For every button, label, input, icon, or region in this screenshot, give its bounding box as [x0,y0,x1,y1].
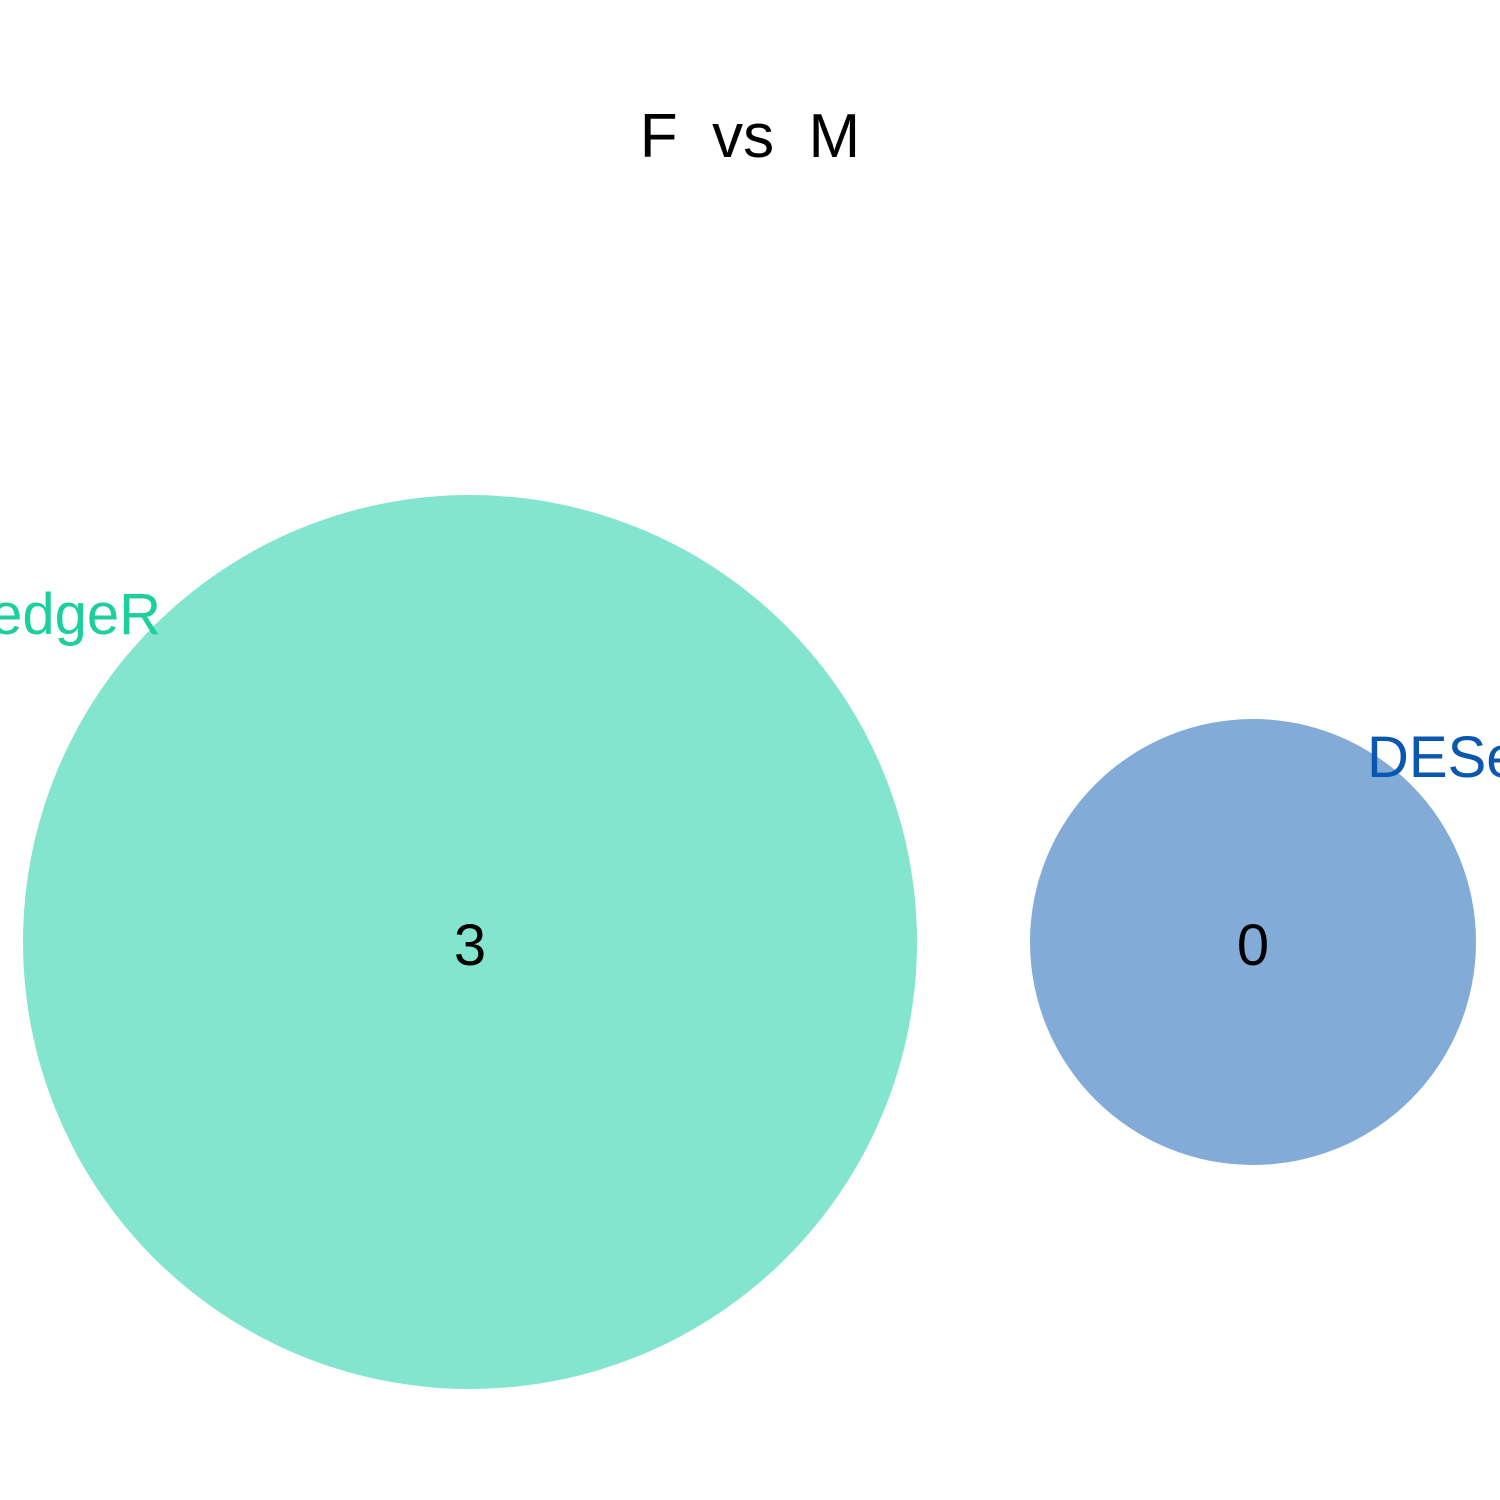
count-edger: 3 [454,913,486,978]
diagram-title: F vs M [640,102,860,171]
count-deseq: 0 [1237,913,1269,978]
set-label-deseq: DESeq [1367,725,1500,790]
set-circle-edger [23,495,917,1389]
set-circle-deseq [1030,719,1476,1165]
set-label-edger: edgeR [0,582,161,647]
